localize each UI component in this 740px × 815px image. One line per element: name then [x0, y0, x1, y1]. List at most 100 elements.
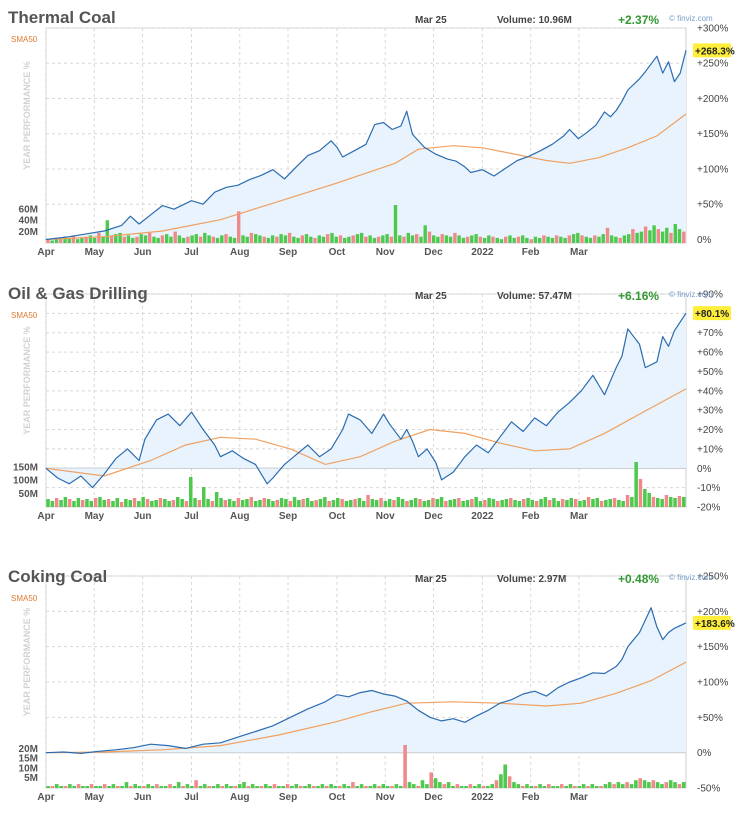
volume-bar [432, 235, 436, 243]
volume-bar [499, 239, 504, 243]
volume-bar [677, 496, 682, 507]
volume-bar [309, 236, 313, 243]
volume-bar [555, 786, 560, 788]
volume-bar [660, 784, 664, 788]
volume-bar [525, 784, 529, 788]
volume-bar [372, 237, 377, 243]
volume-bar [387, 499, 392, 507]
volume-bar [210, 501, 215, 507]
volume-bar [622, 235, 627, 243]
volume-bar [569, 498, 573, 507]
volume-bar [554, 235, 559, 243]
volume-bar [262, 236, 266, 243]
volume-bar [376, 236, 381, 243]
finviz-watermark: © finviz.com [669, 14, 713, 23]
volume-bar [71, 235, 76, 243]
volume-bar [481, 786, 486, 788]
volume-bar [177, 235, 182, 243]
sma50-line [45, 661, 687, 754]
volume-bar [227, 499, 232, 507]
daily-change: +0.48% [618, 572, 659, 586]
volume-bar [491, 499, 496, 507]
x-tick-label: Apr [37, 247, 54, 258]
volume-scale-label: 50M [19, 489, 38, 500]
volume-bar [412, 784, 416, 788]
y-tick-label: +70% [697, 328, 723, 339]
volume-bar [185, 784, 190, 788]
volume-bar [320, 784, 325, 788]
volume-bar [119, 502, 124, 507]
y-tick-label: +60% [697, 348, 723, 359]
volume-bar [396, 497, 401, 507]
volume-bar [520, 786, 525, 788]
volume-bar [525, 237, 529, 243]
volume-bar [211, 786, 216, 788]
volume-bar [59, 500, 63, 507]
volume-bar [517, 501, 522, 507]
x-tick-label: Mar [570, 247, 588, 258]
volume-bar [242, 782, 246, 788]
volume-bar [538, 784, 542, 788]
volume-bar [677, 784, 682, 788]
volume-bar [219, 498, 223, 507]
x-tick-label: May [85, 247, 105, 258]
volume-bar [84, 236, 88, 243]
volume-bar [254, 234, 258, 243]
volume-bar [355, 234, 360, 243]
volume-bar [415, 234, 419, 243]
volume-bar [143, 235, 148, 243]
x-tick-label: Apr [37, 792, 54, 803]
volume-bar [586, 497, 591, 507]
x-tick-label: Feb [522, 511, 540, 522]
volume-bar [648, 230, 652, 243]
volume-bar [621, 501, 625, 507]
volume-bar [50, 786, 55, 788]
volume-bar [385, 786, 390, 788]
volume-bar [614, 236, 618, 243]
volume-bar [344, 501, 349, 507]
volume-bar [563, 237, 567, 243]
volume-bar [486, 786, 490, 788]
volume-scale-label: 60M [19, 204, 38, 215]
volume-bar [132, 498, 137, 507]
volume-bar [435, 499, 439, 507]
volume-bar [279, 234, 283, 243]
volume-bar [346, 786, 351, 788]
volume-bar [607, 782, 612, 788]
volume-bar [664, 495, 669, 507]
y-tick-label: +200% [697, 607, 729, 618]
volume-bar [504, 236, 508, 243]
volume-bar [240, 500, 245, 507]
volume-bar [457, 498, 461, 507]
volume-bar [323, 497, 327, 507]
volume-bar [643, 489, 647, 507]
volume-bar [627, 234, 631, 243]
volume-bar [262, 498, 266, 507]
volume-bar [150, 501, 154, 507]
volume-bar [439, 497, 444, 507]
volume-bar [664, 782, 669, 788]
chart-volume: Volume: 10.96M [497, 15, 572, 26]
volume-bar [461, 501, 465, 507]
x-tick-label: Jul [184, 511, 199, 522]
x-tick-label: Apr [37, 511, 54, 522]
volume-bar [487, 498, 491, 507]
volume-bar [634, 462, 638, 507]
x-tick-label: Oct [329, 247, 346, 258]
volume-bar [630, 497, 634, 507]
volume-bar [556, 501, 561, 507]
volume-bar [317, 235, 321, 243]
volume-bar [297, 500, 301, 507]
volume-scale-label: 20M [19, 227, 38, 238]
volume-bar [483, 500, 487, 507]
volume-bar [198, 236, 203, 243]
volume-bar [272, 784, 277, 788]
volume-bar [133, 784, 137, 788]
volume-bar [46, 499, 50, 507]
volume-bar [287, 232, 292, 243]
price-line [45, 50, 687, 241]
volume-bar [580, 235, 584, 243]
chart-title: Thermal Coal [8, 8, 116, 27]
volume-bar [159, 786, 164, 788]
volume-bar [423, 225, 427, 243]
